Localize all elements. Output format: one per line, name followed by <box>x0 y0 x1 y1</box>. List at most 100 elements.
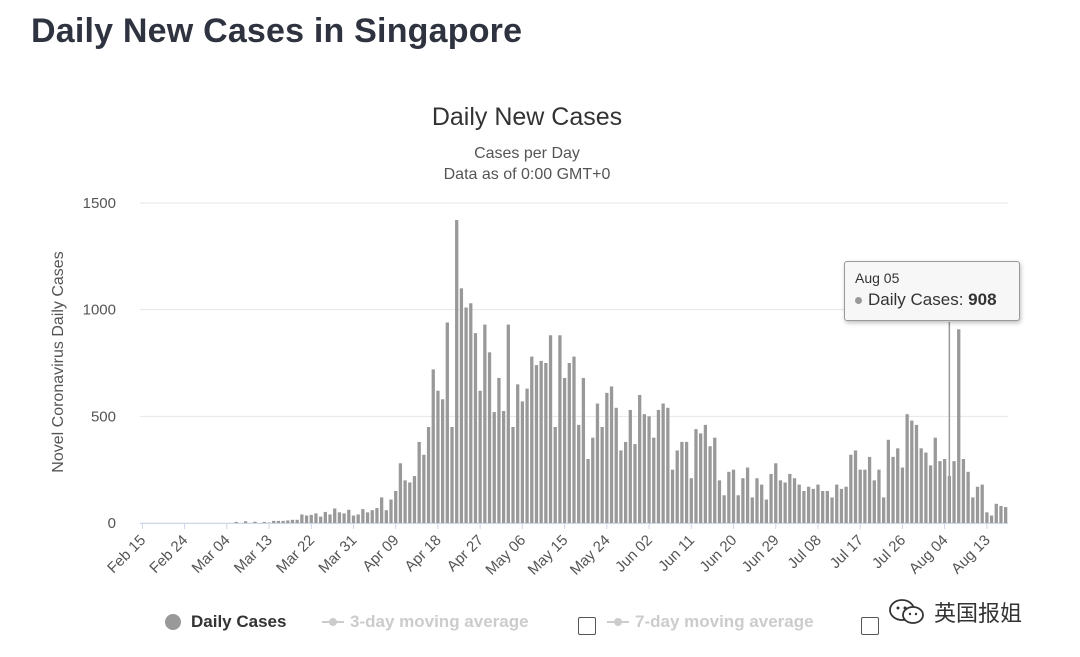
bar[interactable] <box>591 437 595 523</box>
bar[interactable] <box>914 424 919 523</box>
bar[interactable] <box>375 508 379 523</box>
bar[interactable] <box>835 484 839 523</box>
bar[interactable] <box>788 473 792 523</box>
bar[interactable] <box>567 363 571 523</box>
bar[interactable] <box>844 486 848 523</box>
bar[interactable] <box>459 288 464 523</box>
bar[interactable] <box>821 491 825 523</box>
bar[interactable] <box>370 510 374 523</box>
bar[interactable] <box>675 450 679 523</box>
bar[interactable] <box>323 511 327 523</box>
bar[interactable] <box>708 446 712 523</box>
bar[interactable] <box>356 514 360 523</box>
bar[interactable] <box>961 459 966 523</box>
bar[interactable] <box>811 488 815 523</box>
bar[interactable] <box>623 441 628 523</box>
bar[interactable] <box>281 520 285 523</box>
bar[interactable] <box>900 467 905 523</box>
bar[interactable] <box>853 450 858 523</box>
bar[interactable] <box>816 484 820 523</box>
bar[interactable] <box>882 497 886 523</box>
bar[interactable] <box>656 409 661 523</box>
bar[interactable] <box>272 520 276 523</box>
bar[interactable] <box>666 407 670 523</box>
bar[interactable] <box>957 329 961 523</box>
bar[interactable] <box>1004 507 1008 523</box>
bar[interactable] <box>262 521 266 523</box>
bar[interactable] <box>403 480 407 523</box>
bar[interactable] <box>952 461 956 523</box>
bar[interactable] <box>455 220 459 524</box>
bar[interactable] <box>989 515 994 523</box>
bar[interactable] <box>999 505 1003 523</box>
bar[interactable] <box>614 407 618 523</box>
bar[interactable] <box>638 395 642 523</box>
bar[interactable] <box>394 491 398 523</box>
bar[interactable] <box>548 335 553 523</box>
bar[interactable] <box>849 454 853 523</box>
bar[interactable] <box>572 356 576 523</box>
bar[interactable] <box>384 510 388 523</box>
bar[interactable] <box>361 509 365 523</box>
bar[interactable] <box>417 441 421 523</box>
bar[interactable] <box>253 521 257 523</box>
bar[interactable] <box>633 444 637 523</box>
bar[interactable] <box>365 512 370 523</box>
bar[interactable] <box>755 478 759 523</box>
bar[interactable] <box>520 401 525 523</box>
bar[interactable] <box>445 322 449 523</box>
bar[interactable] <box>511 427 515 523</box>
bar[interactable] <box>347 509 351 523</box>
bar[interactable] <box>713 437 717 523</box>
bar[interactable] <box>830 497 834 523</box>
bar[interactable] <box>806 486 811 523</box>
bar[interactable] <box>867 456 872 523</box>
bar[interactable] <box>412 476 417 523</box>
bar[interactable] <box>469 303 473 523</box>
bar[interactable] <box>516 384 520 523</box>
bar[interactable] <box>760 484 764 523</box>
bar[interactable] <box>605 392 609 523</box>
bar[interactable] <box>680 441 684 523</box>
bar[interactable] <box>731 469 736 523</box>
bar[interactable] <box>318 516 323 523</box>
bar[interactable] <box>863 469 867 523</box>
bar[interactable] <box>408 482 412 523</box>
bar[interactable] <box>933 437 937 523</box>
bar[interactable] <box>562 377 567 523</box>
bar[interactable] <box>792 478 797 523</box>
bar[interactable] <box>971 497 975 523</box>
bar[interactable] <box>422 454 426 523</box>
bar[interactable] <box>342 513 346 523</box>
bar[interactable] <box>389 499 393 523</box>
checkbox-7day-average[interactable] <box>861 617 879 635</box>
bar[interactable] <box>234 521 238 523</box>
bar[interactable] <box>670 469 675 523</box>
bar[interactable] <box>652 437 656 523</box>
bar[interactable] <box>464 307 468 523</box>
bar[interactable] <box>351 515 356 523</box>
bar[interactable] <box>290 519 295 523</box>
bar[interactable] <box>703 424 708 523</box>
bar[interactable] <box>478 390 482 523</box>
bar[interactable] <box>619 450 623 523</box>
bar[interactable] <box>487 352 492 523</box>
bar[interactable] <box>600 427 604 523</box>
bar[interactable] <box>839 488 844 523</box>
bar[interactable] <box>304 515 309 523</box>
bar[interactable] <box>717 480 722 523</box>
bar[interactable] <box>924 452 928 523</box>
bar[interactable] <box>647 416 651 523</box>
bar[interactable] <box>736 495 740 523</box>
bar[interactable] <box>314 513 318 523</box>
bar[interactable] <box>558 335 562 523</box>
bar[interactable] <box>586 459 590 523</box>
bar[interactable] <box>783 482 787 523</box>
bar[interactable] <box>797 484 801 523</box>
bar[interactable] <box>534 365 539 523</box>
bar[interactable] <box>802 491 806 523</box>
bar[interactable] <box>980 484 984 523</box>
bar[interactable] <box>473 333 478 523</box>
bar[interactable] <box>525 388 529 523</box>
bar[interactable] <box>694 429 698 523</box>
